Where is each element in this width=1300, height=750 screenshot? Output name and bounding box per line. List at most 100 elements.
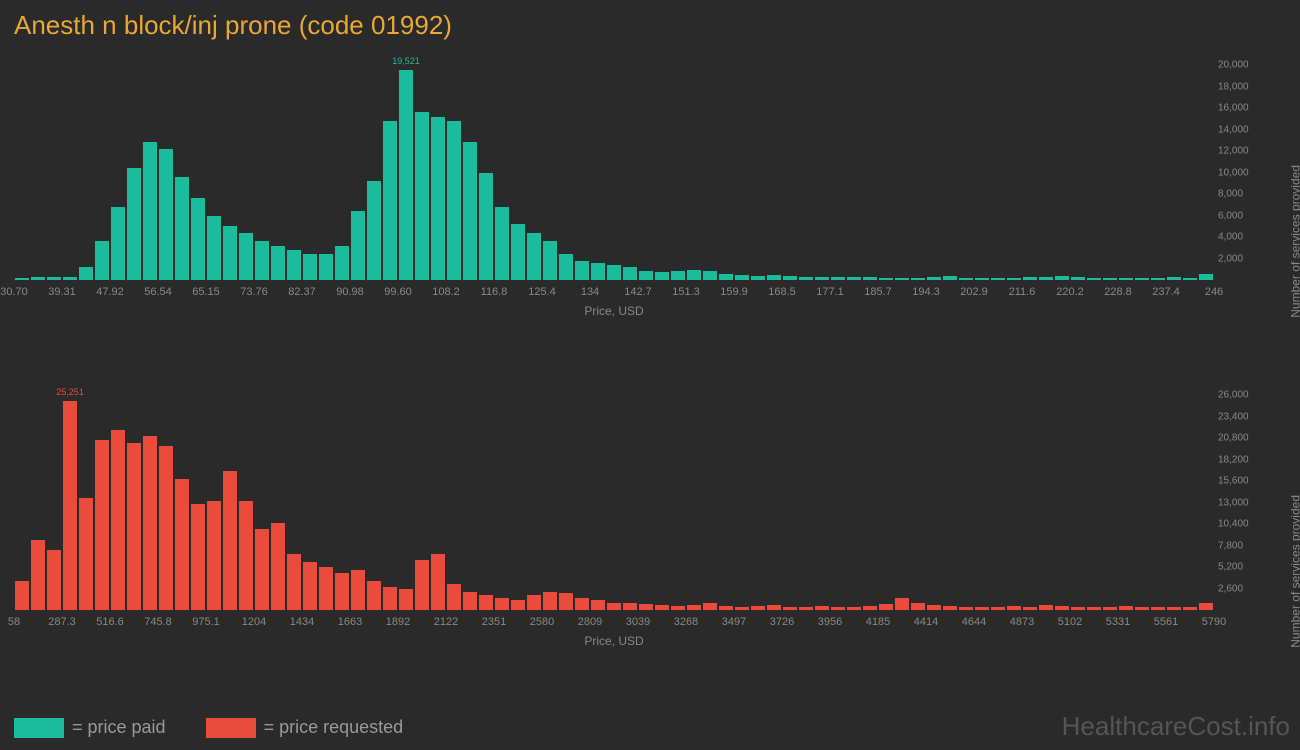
x-tick: 185.7 — [864, 286, 892, 298]
histogram-bar — [927, 277, 941, 280]
histogram-bar — [879, 278, 893, 280]
x-tick: 99.60 — [384, 286, 412, 298]
x-tick: 516.6 — [96, 616, 124, 628]
histogram-bar — [159, 149, 173, 280]
x-tick: 5561 — [1154, 616, 1178, 628]
x-tick: 30.70 — [0, 286, 28, 298]
histogram-bar — [175, 177, 189, 280]
histogram-bar — [1055, 276, 1069, 280]
histogram-bar — [687, 270, 701, 280]
histogram-bar — [399, 589, 413, 610]
histogram-bar — [543, 592, 557, 610]
histogram-bar — [1151, 278, 1165, 280]
histogram-bar — [159, 446, 173, 610]
histogram-bar — [591, 263, 605, 280]
chart-price-paid: 19,521 30.7039.3147.9256.5465.1573.7682.… — [14, 50, 1214, 320]
x-tick: 3497 — [722, 616, 746, 628]
histogram-bar — [383, 587, 397, 610]
histogram-bar — [815, 606, 829, 610]
histogram-bar — [1103, 278, 1117, 280]
histogram-bar — [1183, 278, 1197, 280]
x-tick: 1892 — [386, 616, 410, 628]
histogram-bar — [255, 529, 269, 610]
histogram-bar — [15, 278, 29, 280]
histogram-bar — [271, 523, 285, 610]
histogram-bar — [959, 607, 973, 610]
histogram-bar — [991, 607, 1005, 610]
histogram-bar — [671, 271, 685, 280]
y-tick: 23,400 — [1218, 411, 1249, 422]
x-tick: 1204 — [242, 616, 266, 628]
histogram-bar — [719, 606, 733, 610]
histogram-bar — [799, 277, 813, 280]
histogram-bar — [863, 606, 877, 610]
watermark: HealthcareCost.info — [1062, 711, 1290, 742]
histogram-bar — [895, 598, 909, 610]
histogram-bar — [1071, 607, 1085, 610]
histogram-bar — [1039, 277, 1053, 280]
histogram-bar — [511, 600, 525, 610]
histogram-bar — [783, 607, 797, 610]
x-tick: 975.1 — [192, 616, 220, 628]
histogram-bar — [895, 278, 909, 280]
histogram-bar — [303, 562, 317, 610]
histogram-bar — [1087, 278, 1101, 280]
histogram-bar — [79, 498, 93, 610]
x-tick: 177.1 — [816, 286, 844, 298]
x-tick: 5790 — [1202, 616, 1226, 628]
histogram-bar — [335, 573, 349, 610]
legend-label-paid: = price paid — [72, 717, 166, 738]
histogram-bar — [527, 233, 541, 280]
x-tick: 159.9 — [720, 286, 748, 298]
histogram-bar — [575, 261, 589, 280]
x-tick: 65.15 — [192, 286, 220, 298]
histogram-bar — [495, 207, 509, 280]
y-tick: 14,000 — [1218, 124, 1249, 135]
histogram-bar — [495, 598, 509, 610]
y-tick: 10,000 — [1218, 167, 1249, 178]
histogram-bar — [975, 607, 989, 610]
x-tick: 228.8 — [1104, 286, 1132, 298]
histogram-bar — [639, 604, 653, 610]
histogram-bar — [47, 550, 61, 610]
chart-title: Anesth n block/inj prone (code 01992) — [0, 0, 1300, 41]
histogram-bar — [687, 605, 701, 610]
x-tick: 58 — [8, 616, 20, 628]
histogram-bar — [799, 607, 813, 610]
y-tick: 12,000 — [1218, 146, 1249, 157]
x-tick: 1434 — [290, 616, 314, 628]
histogram-bar — [1071, 277, 1085, 280]
x-tick: 287.3 — [48, 616, 76, 628]
x-tick: 4414 — [914, 616, 938, 628]
histogram-bar — [111, 207, 125, 280]
legend-swatch-paid — [14, 718, 64, 738]
y-tick: 18,000 — [1218, 81, 1249, 92]
histogram-bar — [831, 277, 845, 280]
histogram-bar — [911, 603, 925, 610]
x-tick: 134 — [581, 286, 599, 298]
y-tick: 2,600 — [1218, 583, 1243, 594]
legend-item-paid: = price paid — [14, 717, 166, 738]
histogram-bar — [31, 277, 45, 280]
histogram-bar — [271, 246, 285, 280]
legend-label-requested: = price requested — [264, 717, 404, 738]
x-tick: 1663 — [338, 616, 362, 628]
x-tick: 3726 — [770, 616, 794, 628]
y-tick: 2,000 — [1218, 253, 1243, 264]
histogram-bar — [143, 142, 157, 280]
legend-item-requested: = price requested — [206, 717, 404, 738]
histogram-bar — [943, 606, 957, 610]
histogram-bar — [463, 142, 477, 280]
x-tick: 246 — [1205, 286, 1223, 298]
histogram-bar — [15, 581, 29, 610]
x-tick: 56.54 — [144, 286, 172, 298]
histogram-bar — [255, 241, 269, 280]
y-tick: 18,200 — [1218, 454, 1249, 465]
y-tick: 5,200 — [1218, 562, 1243, 573]
y-axis-1: 2,0004,0006,0008,00010,00012,00014,00016… — [1218, 50, 1268, 280]
histogram-bar: 19,521 — [399, 70, 413, 280]
histogram-bar — [31, 540, 45, 610]
y-tick: 20,800 — [1218, 433, 1249, 444]
histogram-bar — [335, 246, 349, 280]
histogram-bar — [767, 605, 781, 610]
